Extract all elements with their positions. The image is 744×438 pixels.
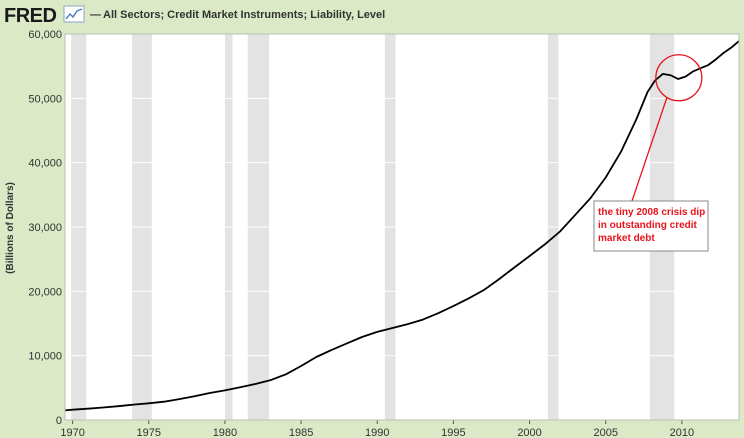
series-title: All Sectors; Credit Market Instruments; … bbox=[103, 9, 385, 21]
annotation-circle bbox=[655, 54, 703, 102]
x-axis-ticks: 1970 1975 1980 1985 1990 1995 2000 2005 2010 bbox=[60, 420, 694, 438]
annotation-line-2: in outstanding credit bbox=[598, 220, 698, 231]
x-tick-label: 1995 bbox=[441, 427, 465, 438]
y-axis-label: (Billions of Dollars) bbox=[5, 182, 16, 274]
crisis-annotation: the tiny 2008 crisis dip in outstanding … bbox=[593, 54, 709, 252]
fred-logo[interactable]: FRED bbox=[4, 5, 57, 27]
y-tick-label: 30,000 bbox=[28, 222, 62, 234]
x-tick-label: 2005 bbox=[593, 427, 617, 438]
line-chart-icon bbox=[63, 5, 85, 23]
chart-header: FRED — All Sectors; Credit Market Instru… bbox=[4, 5, 385, 27]
x-tick-label: 2000 bbox=[517, 427, 541, 438]
y-tick-label: 10,000 bbox=[28, 351, 62, 363]
y-axis-ticks: 0 10,000 20,000 30,000 40,000 50,000 60,000 bbox=[28, 29, 62, 427]
x-tick-label: 1975 bbox=[137, 427, 161, 438]
series-line bbox=[64, 40, 740, 412]
y-tick-label: 40,000 bbox=[28, 158, 62, 170]
y-tick-label: 50,000 bbox=[28, 93, 62, 105]
x-tick-label: 1985 bbox=[289, 427, 313, 438]
x-tick-label: 1990 bbox=[365, 427, 389, 438]
annotation-line-1: the tiny 2008 crisis dip bbox=[598, 207, 705, 218]
y-tick-label: 20,000 bbox=[28, 286, 62, 298]
x-tick-label: 1970 bbox=[60, 427, 84, 438]
y-tick-label: 60,000 bbox=[28, 29, 62, 41]
x-tick-label: 1980 bbox=[213, 427, 237, 438]
plot-border bbox=[64, 33, 740, 421]
y-tick-label: 0 bbox=[56, 415, 62, 427]
x-tick-label: 2010 bbox=[670, 427, 694, 438]
annotation-box bbox=[593, 200, 709, 252]
legend-marker: — bbox=[90, 9, 101, 21]
annotation-line-3: market debt bbox=[598, 233, 655, 244]
annotation-pointer bbox=[631, 97, 668, 202]
